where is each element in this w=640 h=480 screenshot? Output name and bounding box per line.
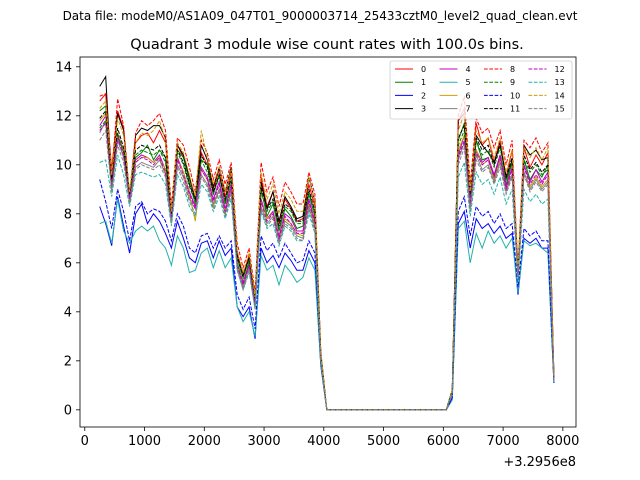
- legend-label-8: 8: [510, 65, 515, 74]
- legend-label-11: 11: [510, 105, 520, 114]
- x-tick-label: 8000: [546, 434, 579, 449]
- legend-label-0: 0: [421, 65, 426, 74]
- x-tick-label: 1000: [128, 434, 161, 449]
- legend-label-9: 9: [510, 78, 515, 87]
- legend-label-12: 12: [555, 65, 565, 74]
- x-tick-label: 7000: [487, 434, 520, 449]
- legend-label-14: 14: [555, 91, 565, 100]
- x-tick-label: 3000: [248, 434, 281, 449]
- y-tick-label: 0: [64, 403, 72, 418]
- y-tick-label: 8: [64, 207, 72, 222]
- y-tick-label: 14: [55, 60, 72, 75]
- legend-label-10: 10: [510, 91, 520, 100]
- legend-label-7: 7: [466, 105, 471, 114]
- legend-label-13: 13: [555, 78, 565, 87]
- series-layer: [99, 74, 555, 411]
- legend-box: [389, 60, 573, 120]
- chart-suptitle: Data file: modeM0/AS1A09_047T01_90000037…: [63, 9, 578, 23]
- plot-frame: [79, 56, 577, 428]
- x-tick-label: 2000: [188, 434, 221, 449]
- x-tick-label: 6000: [427, 434, 460, 449]
- legend-label-4: 4: [466, 65, 471, 74]
- series-line-11: [99, 109, 555, 411]
- y-tick-label: 10: [55, 158, 72, 173]
- legend-label-15: 15: [555, 105, 565, 114]
- legend-label-1: 1: [421, 78, 426, 87]
- axes-layer: 0 1000 2000 3000 4000 5000 6000 7000 80000246810…: [55, 56, 579, 449]
- y-tick-label: 6: [64, 256, 72, 271]
- legend-label-2: 2: [421, 91, 426, 100]
- x-tick-label: 5000: [367, 434, 400, 449]
- y-tick-label: 2: [64, 354, 72, 369]
- legend-label-5: 5: [466, 78, 471, 87]
- legend-label-3: 3: [421, 105, 426, 114]
- chart-title: Quadrant 3 module wise count rates with …: [130, 37, 524, 53]
- y-tick-label: 4: [64, 305, 72, 320]
- x-tick-label: 0: [81, 434, 89, 449]
- x-offset-label: +3.2956e8: [503, 455, 576, 470]
- x-tick-label: 4000: [307, 434, 340, 449]
- y-tick-label: 12: [55, 109, 72, 124]
- legend-label-6: 6: [466, 91, 471, 100]
- series-line-15: [99, 128, 555, 411]
